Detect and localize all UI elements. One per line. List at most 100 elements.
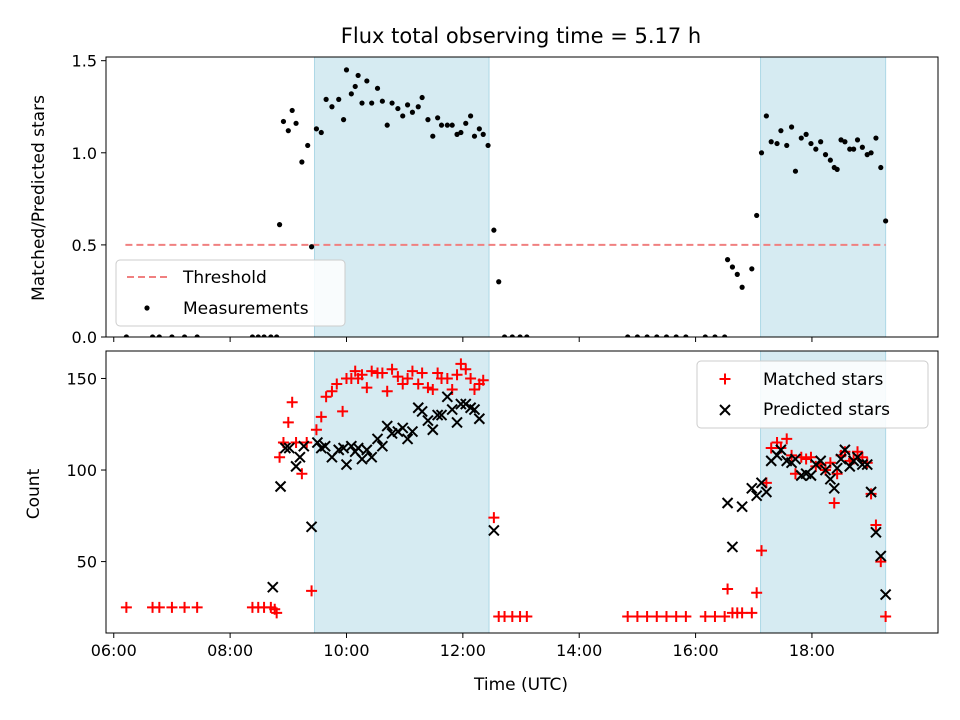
predicted-star-point: [789, 453, 802, 465]
matched-star-point: [166, 601, 178, 613]
predicted-star-point: [319, 440, 331, 452]
matched-star-point: [865, 488, 877, 500]
predicted-star-point: [340, 458, 353, 471]
matched-star-point: [392, 371, 404, 383]
measurement-point: [318, 129, 324, 136]
chart-title: Flux total observing time = 5.17 h: [341, 24, 701, 48]
measurement-point: [883, 218, 889, 224]
predicted-star-point: [365, 451, 378, 463]
matched-star-point: [465, 372, 477, 384]
matched-star-point: [397, 378, 409, 390]
matched-star-point: [402, 372, 414, 384]
measurement-point: [415, 104, 421, 110]
top-panel: 0.0 0.5 1.0 1.5 Threshold Measurements: [72, 52, 939, 347]
matched-star-point: [386, 363, 398, 375]
top-y-tick-label: 1.5: [72, 52, 97, 71]
matched-star-point: [460, 363, 472, 375]
measurement-point: [758, 150, 765, 156]
matched-star-point: [271, 607, 283, 619]
measurement-point: [274, 334, 280, 337]
measurement-point: [323, 96, 329, 102]
measurement-point: [359, 100, 365, 106]
measurement-point: [249, 334, 256, 337]
measurement-point: [430, 133, 436, 139]
predicted-star-point: [750, 489, 763, 502]
bottom-y-tick-label: 150: [66, 369, 97, 388]
x-tick-label: 06:00: [91, 641, 137, 660]
measurement-point: [724, 257, 731, 263]
measurement-point: [261, 334, 267, 337]
measurement-point: [438, 122, 445, 128]
measurement-point: [181, 334, 188, 337]
predicted-star-point: [397, 422, 409, 434]
matched-star-point: [361, 382, 373, 394]
measurement-point: [702, 334, 708, 337]
matched-star-point: [315, 411, 327, 423]
measurement-point: [868, 150, 874, 156]
measurement-point: [634, 334, 640, 337]
predicted-star-point: [771, 449, 783, 462]
predicted-star-point: [805, 469, 817, 482]
matched-star-point: [468, 383, 480, 395]
matched-star-point: [326, 385, 338, 397]
measurement-point: [524, 334, 530, 337]
bottom-axes-frame: [105, 350, 939, 634]
measurement-point: [389, 100, 395, 106]
measurement-point: [123, 334, 129, 337]
matched-star-point: [641, 611, 653, 623]
top-legend: Threshold Measurements: [115, 259, 346, 327]
matched-star-point: [376, 367, 388, 379]
matched-star-point: [451, 369, 463, 381]
measurement-point: [788, 124, 795, 130]
measurement-point: [435, 115, 441, 121]
predicted-star-point: [401, 433, 414, 445]
measurement-point: [878, 164, 884, 171]
matched-star-point: [337, 405, 349, 417]
matched-star-point: [875, 556, 887, 568]
predicted-star-point: [473, 413, 486, 425]
predicted-star-point: [865, 486, 877, 498]
measurement-point: [268, 334, 274, 337]
measurement-point: [255, 334, 261, 337]
predicted-star-point: [736, 500, 748, 513]
measurement-point: [854, 137, 861, 143]
predicted-star-point: [361, 444, 373, 456]
predicted-star-point: [376, 440, 389, 452]
measurement-point: [501, 334, 508, 337]
measurement-point: [496, 279, 502, 285]
measurement-point: [343, 67, 350, 73]
measurement-point: [729, 264, 736, 270]
measurement-point: [476, 126, 482, 132]
predicted-star-point: [861, 458, 873, 471]
matched-star-point: [521, 611, 533, 623]
matched-star-point: [719, 611, 731, 623]
matched-star-point: [416, 367, 428, 379]
measurement-point: [329, 104, 335, 110]
measurement-point: [289, 107, 295, 114]
measurement-point: [384, 122, 390, 128]
measurement-point: [369, 100, 375, 106]
measurement-point: [864, 152, 870, 158]
legend-threshold-label: Threshold: [182, 268, 267, 288]
x-tick-label: 14:00: [556, 641, 602, 660]
measurement-point: [355, 72, 361, 79]
top-y-tick-label: 0.0: [72, 328, 97, 347]
bottom-observing-window: [313, 350, 490, 634]
predicted-star-point: [311, 436, 324, 449]
measurement-point: [299, 159, 305, 165]
measurement-point: [763, 113, 769, 119]
matched-star-point: [680, 611, 692, 623]
matched-star-point: [286, 396, 298, 408]
measurement-point: [471, 133, 478, 139]
measurement-point: [734, 271, 740, 277]
measurement-point: [491, 227, 497, 233]
matched-star-point: [153, 601, 165, 613]
predicted-star-point: [839, 444, 851, 456]
measurement-point: [654, 334, 660, 337]
matched-star-point: [120, 601, 132, 613]
predicted-star-point: [870, 526, 882, 538]
matched-star-point: [699, 611, 711, 623]
legend-matched-label: Matched stars: [763, 370, 883, 390]
matched-star-point: [366, 365, 378, 377]
